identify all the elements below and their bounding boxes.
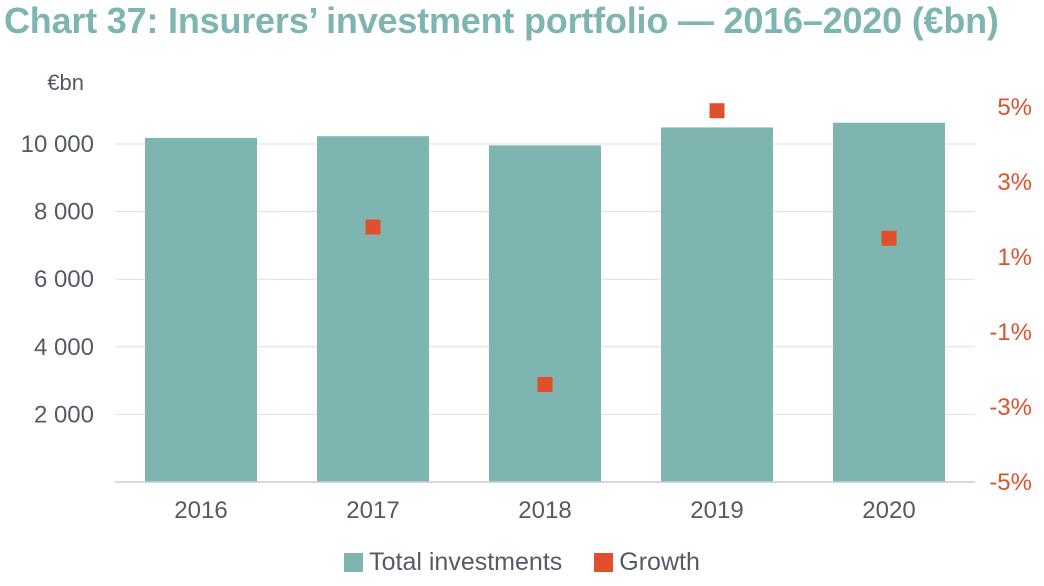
left-axis-unit-label: €bn [47, 70, 84, 95]
right-tick-label-4: 3% [997, 169, 1032, 196]
growth-point-2018 [537, 377, 553, 392]
legend-swatch-total-investments [344, 553, 364, 572]
legend: Total investments Growth [0, 548, 1044, 577]
x-tick-label-2017: 2017 [346, 497, 399, 524]
x-tick-label-2016: 2016 [174, 497, 227, 524]
x-tick-label-2018: 2018 [518, 497, 571, 524]
bar-2019 [661, 127, 773, 483]
legend-item-growth: Growth [594, 548, 700, 577]
x-tick-label-2020: 2020 [862, 497, 915, 524]
bars [145, 122, 945, 483]
legend-item-total-investments: Total investments [344, 548, 562, 577]
bar-2018 [489, 145, 601, 483]
bar-2016 [145, 137, 257, 482]
growth-point-2019 [709, 103, 725, 119]
x-tick-label-2019: 2019 [690, 497, 743, 524]
left-tick-label-0: 2 000 [34, 401, 94, 428]
growth-point-2020 [881, 230, 897, 246]
right-tick-label-0: -5% [989, 469, 1032, 496]
right-tick-label-1: -3% [989, 394, 1032, 421]
legend-label-total-investments: Total investments [369, 548, 563, 576]
left-tick-label-1: 4 000 [34, 334, 94, 361]
legend-swatch-growth [594, 553, 614, 572]
growth-points [365, 103, 897, 392]
left-tick-label-4: 10 000 [21, 131, 94, 158]
growth-point-2017 [365, 219, 381, 235]
bar-2020 [833, 122, 945, 483]
right-tick-label-2: -1% [989, 319, 1032, 346]
axes: 2016 2017 2018 2019 2020 2 000 4 000 6 000 8 000… [21, 70, 1032, 524]
right-tick-label-5: 5% [997, 94, 1032, 121]
bar-2017 [317, 136, 429, 482]
chart-title: Chart 37: Insurers’ investment portfolio… [4, 0, 999, 41]
left-tick-label-2: 6 000 [34, 266, 94, 293]
legend-label-growth: Growth [619, 548, 700, 576]
left-tick-label-3: 8 000 [34, 199, 94, 226]
chart-plot: 2016 2017 2018 2019 2020 2 000 4 000 6 000 8 000… [21, 70, 1032, 524]
right-tick-label-3: 1% [997, 244, 1032, 271]
